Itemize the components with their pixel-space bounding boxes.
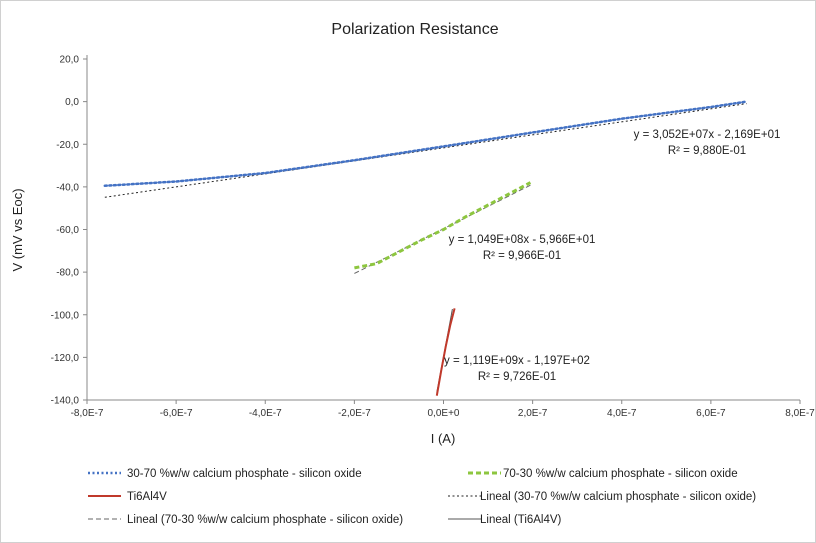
y-tick-label: -40,0 — [56, 182, 79, 193]
y-tick-label: -120,0 — [51, 353, 80, 364]
annotation-1-equation: y = 3,052E+07x - 2,169E+01 — [634, 129, 781, 141]
annotation-2-r2: R² = 9,966E-01 — [483, 250, 561, 262]
x-tick-label: -8,0E-7 — [71, 408, 104, 419]
annotation-2-equation: y = 1,049E+08x - 5,966E+01 — [449, 234, 596, 246]
annotation-3-r2: R² = 9,726E-01 — [478, 371, 556, 383]
chart-title: Polarization Resistance — [331, 21, 498, 38]
x-tick-label: 4,0E-7 — [607, 408, 637, 419]
x-tick-label: 6,0E-7 — [696, 408, 726, 419]
x-tick-label: 2,0E-7 — [518, 408, 548, 419]
trendlines — [104, 103, 747, 393]
series-line-3 — [435, 308, 456, 396]
y-tick-label: -20,0 — [56, 140, 79, 151]
legend-label-trend-1: Lineal (30-70 %w/w calcium phosphate - s… — [480, 491, 756, 503]
annotation-3-equation: y = 1,119E+09x - 1,197E+02 — [444, 355, 590, 367]
y-tick-label: -100,0 — [51, 310, 80, 321]
series-line-1 — [103, 100, 748, 188]
y-tick-label: 20,0 — [60, 55, 80, 66]
x-axis-title: I (A) — [431, 431, 456, 446]
tick-labels: -8,0E-7 -6,0E-7 -4,0E-7 -2,0E-7 0,0E+0 2,0E-7… — [51, 55, 816, 420]
y-tick-label: -60,0 — [56, 225, 79, 236]
legend: 30-70 %w/w calcium phosphate - silicon o… — [88, 468, 756, 526]
x-tick-label: 8,0E-7 — [785, 408, 815, 419]
data-series — [103, 100, 748, 396]
axes — [83, 55, 801, 404]
x-tick-label: -2,0E-7 — [338, 408, 371, 419]
equation-annotations: y = 3,052E+07x - 2,169E+01 R² = 9,880E-0… — [444, 129, 780, 383]
y-axis-title: V (mV vs Eoc) — [10, 188, 25, 271]
y-tick-label: -140,0 — [51, 396, 80, 407]
x-tick-label: -6,0E-7 — [160, 408, 193, 419]
trendline-1 — [104, 103, 747, 198]
legend-label-series-1: 30-70 %w/w calcium phosphate - silicon o… — [127, 468, 362, 480]
legend-label-series-2: 70-30 %w/w calcium phosphate - silicon o… — [503, 468, 738, 480]
y-tick-label: -80,0 — [56, 268, 79, 279]
annotation-1-r2: R² = 9,880E-01 — [668, 145, 746, 157]
x-tick-label: -4,0E-7 — [249, 408, 282, 419]
legend-label-trend-2: Lineal (70-30 %w/w calcium phosphate - s… — [127, 514, 403, 526]
x-tick-label: 0,0E+0 — [428, 408, 460, 419]
y-tick-label: 0,0 — [65, 97, 79, 108]
legend-label-trend-3: Lineal (Ti6Al4V) — [480, 514, 562, 526]
series-line-2 — [354, 181, 532, 270]
legend-label-series-3: Ti6Al4V — [127, 491, 167, 503]
